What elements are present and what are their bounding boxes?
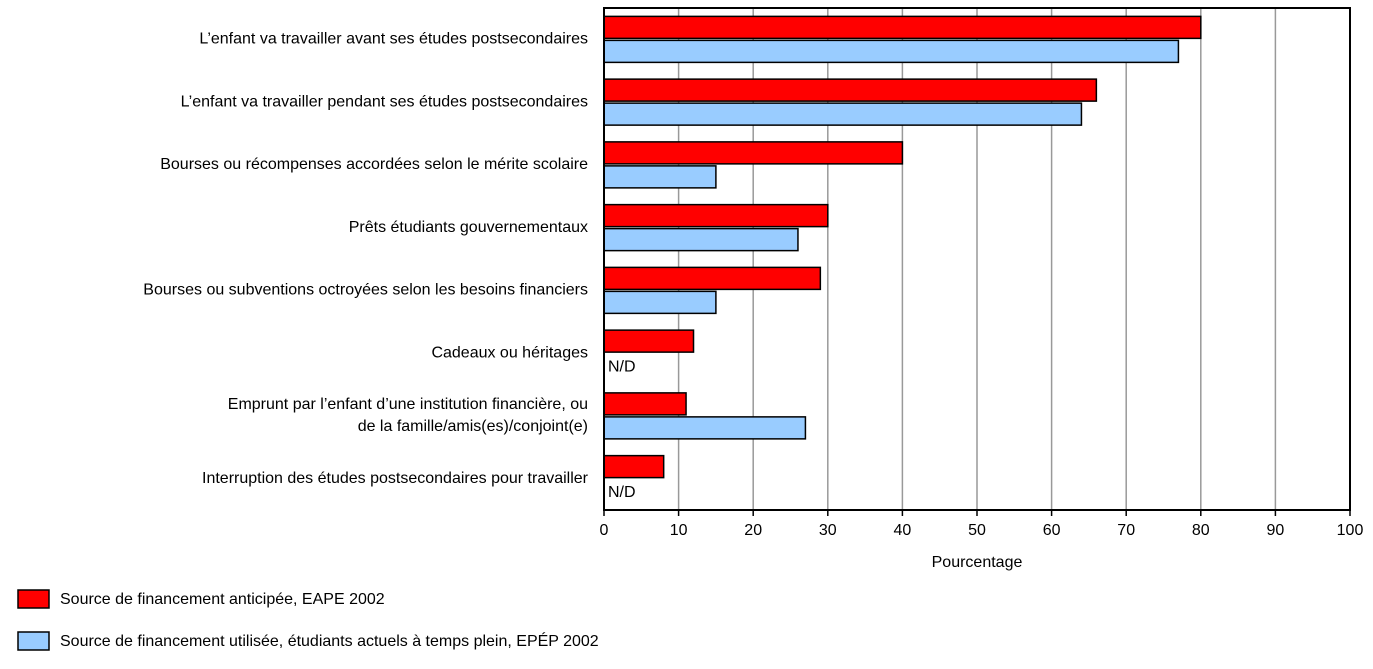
x-tick-label: 40 (894, 522, 912, 539)
bar (603, 392, 687, 416)
bar (603, 102, 1083, 126)
bar (603, 266, 822, 291)
x-tick-label: 0 (600, 522, 609, 539)
bar (603, 141, 904, 165)
bar (603, 416, 807, 440)
x-tick-label: 80 (1192, 522, 1210, 539)
y-tick-label: Cadeaux ou héritages (431, 344, 588, 361)
y-tick-label: Bourses ou subventions octroyées selon l… (143, 282, 588, 299)
legend-swatch (17, 631, 50, 651)
y-tick-label: de la famille/amis(es)/conjoint(e) (358, 418, 588, 435)
bar (603, 290, 717, 315)
bar (603, 227, 799, 252)
bar (603, 78, 1098, 102)
x-tick-label: 60 (1043, 522, 1061, 539)
x-tick-label: 90 (1267, 522, 1285, 539)
bar (603, 15, 1202, 40)
bar (603, 39, 1180, 64)
legend-label: Source de financement utilisée, étudiant… (60, 631, 599, 650)
legend-swatch (17, 589, 50, 609)
value-label: N/D (608, 358, 636, 375)
y-tick-label: L’enfant va travailler avant ses études … (199, 31, 588, 48)
legend-label: Source de financement anticipée, EAPE 20… (60, 591, 385, 608)
bar (603, 203, 829, 228)
x-tick-label: 70 (1117, 522, 1135, 539)
value-label: N/D (608, 484, 636, 501)
x-tick-label: 50 (968, 522, 986, 539)
plot-border (603, 7, 1351, 511)
x-tick-label: 30 (819, 522, 837, 539)
y-tick-label: Emprunt par l’enfant d’une institution f… (228, 396, 588, 413)
y-tick-label: Bourses ou récompenses accordées selon l… (160, 156, 588, 173)
x-tick-label: 10 (670, 522, 688, 539)
y-tick-label: Interruption des études postsecondaires … (202, 470, 589, 487)
x-tick-label: 100 (1337, 522, 1364, 539)
y-tick-label: L’enfant va travailler pendant ses étude… (181, 93, 588, 110)
x-axis-label: Pourcentage (932, 554, 1023, 571)
bar (603, 329, 695, 353)
x-tick-label: 20 (744, 522, 762, 539)
bar (603, 165, 717, 189)
y-tick-label: Prêts étudiants gouvernementaux (349, 219, 588, 236)
bar (603, 454, 665, 479)
